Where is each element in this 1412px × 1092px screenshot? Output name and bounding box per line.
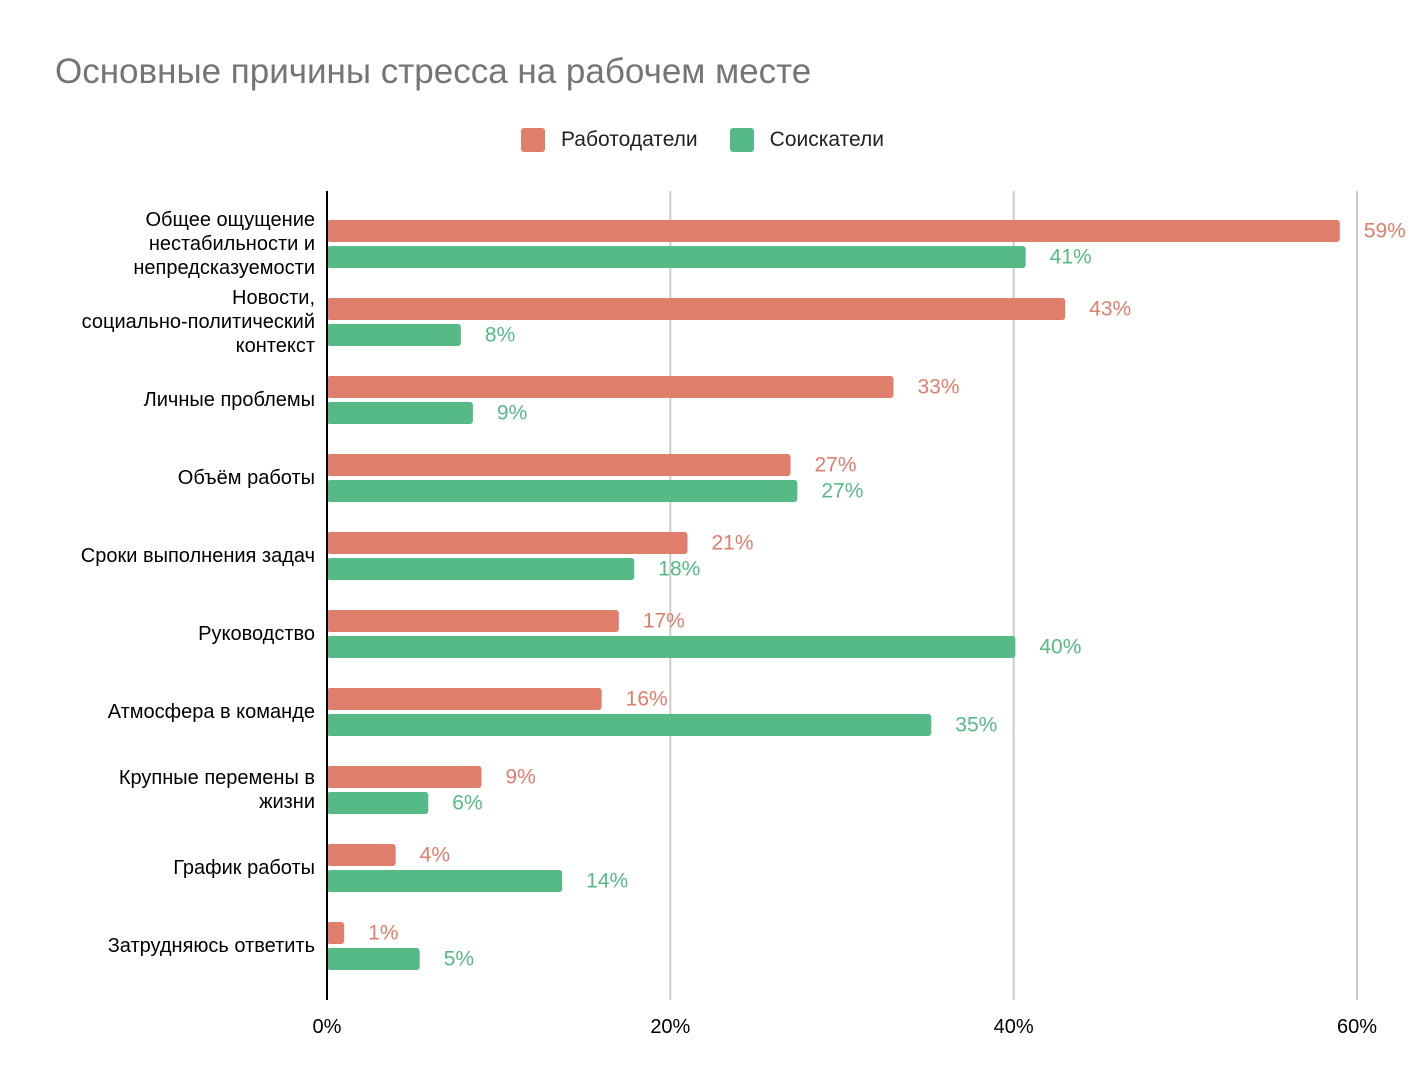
bar [327,402,473,424]
data-label: 18% [658,558,700,581]
bar [327,298,1066,320]
bar [327,480,798,502]
category-label-line: социально-политический [82,311,315,333]
legend-swatch-employers [521,128,545,152]
bar [327,610,619,632]
bar [327,246,1026,268]
data-label: 4% [420,844,450,867]
data-label: 33% [918,376,960,399]
legend-item-employers: Работодатели [521,128,698,152]
category-label-line: Затрудняюсь ответить [108,935,315,957]
bar [327,324,461,346]
bar [327,870,563,892]
category-label-line: контекст [236,335,315,357]
category-label: Объём работы [178,467,315,489]
category-label: Крупные перемены в жизни [119,767,315,813]
legend: Работодатели Соискатели [521,128,916,152]
bar [327,948,420,970]
category-label-line: Новости, [232,287,315,309]
bar [327,714,932,736]
data-label: 40% [1039,636,1081,659]
chart-title: Основные причины стресса на рабочем мест… [55,52,812,91]
data-label: 27% [821,480,863,503]
bar [327,532,688,554]
data-label: 14% [586,870,628,893]
category-label-line: Руководство [198,623,315,645]
bar [327,792,429,814]
legend-item-seekers: Соискатели [729,128,884,152]
data-label: 1% [368,922,398,945]
category-label: Общее ощущение нестабильности и непредсказ… [133,209,315,279]
category-label-line: нестабильности и [149,233,315,255]
x-tick-label: 60% [1337,1016,1377,1038]
bar [327,558,635,580]
bar [327,376,894,398]
bar [327,922,345,944]
legend-label-seekers: Соискатели [769,128,884,151]
data-label: 8% [485,324,515,347]
category-label-line: Общее ощущение [145,209,315,231]
category-label: Сроки выполнения задач [81,545,315,567]
bar [327,766,482,788]
data-label: 41% [1050,246,1092,269]
category-label-line: Атмосфера в команде [108,701,315,723]
category-label-line: Сроки выполнения задач [81,545,315,567]
data-label: 21% [712,532,754,555]
data-label: 35% [955,714,997,737]
data-label: 17% [643,610,685,633]
category-label: График работы [173,857,315,879]
category-label: Личные проблемы [144,389,315,411]
bar [327,636,1016,658]
data-label: 5% [444,948,474,971]
bar [327,688,602,710]
x-tick-label: 40% [994,1016,1034,1038]
category-label-line: Объём работы [178,467,315,489]
bar [327,454,791,476]
category-label-line: Крупные перемены в [119,767,315,789]
data-label: 9% [506,766,536,789]
data-label: 9% [497,402,527,425]
category-label-line: жизни [259,791,315,813]
category-label: Затрудняюсь ответить [108,935,315,957]
data-label: 16% [626,688,668,711]
data-label: 27% [815,454,857,477]
category-label: Руководство [198,623,315,645]
category-label-line: непредсказуемости [133,257,315,279]
bar [327,220,1340,242]
data-label: 59% [1364,220,1406,243]
category-label-line: Личные проблемы [144,389,315,411]
legend-label-employers: Работодатели [561,128,698,151]
bar [327,844,396,866]
data-label: 6% [452,792,482,815]
category-label: Атмосфера в команде [108,701,315,723]
x-tick-label: 20% [650,1016,690,1038]
data-label: 43% [1089,298,1131,321]
x-tick-label: 0% [313,1016,342,1038]
category-label-line: График работы [173,857,315,879]
category-label: Новости, социально-политический контекст [82,287,315,357]
legend-swatch-seekers [729,128,754,152]
